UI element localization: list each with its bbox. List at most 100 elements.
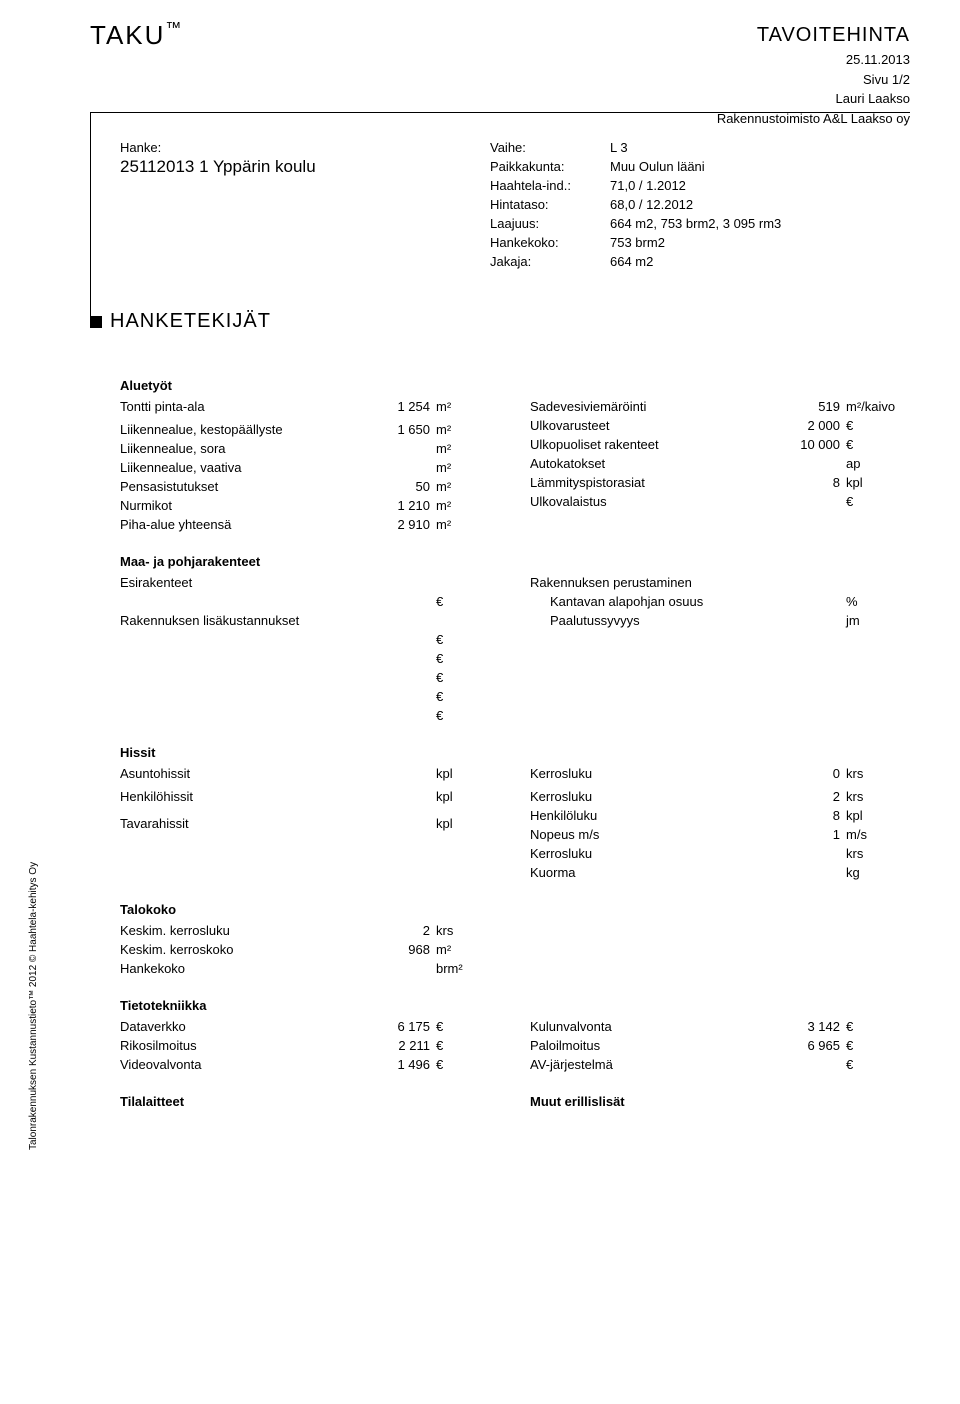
cell-unit: € [430,632,500,647]
cell-label: Rakennuksen lisäkustannukset [120,613,370,628]
cell-val: 1 254 [370,399,430,414]
param-v: 664 m2, 753 brm2, 3 095 rm3 [610,216,910,231]
cell-unit: kpl [430,816,500,831]
cell-val: 1 [780,827,840,842]
cell-label: Esirakenteet [120,575,370,590]
data-row: Rikosilmoitus2 211€ [120,1038,500,1053]
cell-val: 2 910 [370,517,430,532]
side-copyright: Talonrakennuksen Kustannustieto™ 2012 © … [28,862,39,1150]
footer-right-title: Muut erillislisät [530,1094,910,1109]
cell-val [370,670,430,685]
cell-unit: € [430,1057,500,1072]
cell-label: Piha-alue yhteensä [120,517,370,532]
cell-unit: kpl [840,808,910,823]
project-params: Vaihe:L 3 Paikkakunta:Muu Oulun lääni Ha… [490,140,910,273]
cell-label: Ulkovarusteet [530,418,780,433]
project-block: Hanke: 25112013 1 Yppärin koulu Vaihe:L … [120,140,910,273]
header-rule-h [90,112,910,113]
param-k: Paikkakunta: [490,159,610,174]
cell-unit: krs [840,789,910,804]
cell-label: Kulunvalvonta [530,1019,780,1034]
cell-unit: € [840,437,910,452]
cell-val [370,651,430,666]
euro-row: € [120,670,500,685]
param-row: Jakaja:664 m2 [490,254,910,269]
cell-unit: kpl [430,789,500,804]
cell-label: Liikennealue, vaativa [120,460,370,475]
cell-unit: € [430,651,500,666]
cell-unit: € [430,594,500,609]
group-maapohja: Esirakenteet € Rakennuksen lisäkustannuk… [120,575,910,727]
cell-unit: krs [840,766,910,781]
cell-label: Hankekoko [120,961,370,976]
param-row: Laajuus:664 m2, 753 brm2, 3 095 rm3 [490,216,910,231]
doc-title: TAVOITEHINTA [717,20,910,50]
cell-label: Ulkopuoliset rakenteet [530,437,780,452]
param-v: 664 m2 [610,254,910,269]
data-row: Rakennuksen lisäkustannukset [120,613,500,628]
cell-unit: jm [840,613,910,628]
data-row: Kulunvalvonta3 142€ [530,1019,910,1034]
cell-unit: € [840,1038,910,1053]
data-row: Hankekokobrm² [120,961,500,976]
cell-val: 2 [370,923,430,938]
cell-unit: m² [430,460,500,475]
cell-label: Ulkovalaistus [530,494,780,509]
section-heading: HANKETEKIJÄT [90,310,271,333]
cell-val: 8 [780,808,840,823]
cell-unit: m² [430,479,500,494]
cell-label: Kerrosluku [530,846,780,861]
data-row: Autokatoksetap [530,456,910,471]
cell-unit: € [430,689,500,704]
cell-val [370,594,430,609]
footer-row: Tilalaitteet Muut erillislisät [120,1094,910,1109]
cell-label: Pensasistutukset [120,479,370,494]
cell-val [370,689,430,704]
hissit-right: Kerrosluku0krs Kerrosluku2krs Henkilöluk… [530,766,910,884]
cell-label: Paalutussyvyys [530,613,780,628]
cell-val: 519 [780,399,840,414]
data-row: Liikennealue, vaativa m² [120,460,500,475]
cell-val: 6 175 [370,1019,430,1034]
tietotekniikka-right: Kulunvalvonta3 142€ Paloilmoitus6 965€ A… [530,1019,910,1076]
param-k: Hintataso: [490,197,610,212]
data-row: Liikennealue, soram² [120,441,500,456]
data-row: Pensasistutukset50m² [120,479,500,494]
cell-label: Liikennealue, kestopäällyste [120,422,370,437]
data-row: Kerroslukukrs [530,846,910,861]
euro-row: € [120,594,500,609]
cell-val: 10 000 [780,437,840,452]
data-row: Kerrosluku2krs [530,789,910,804]
group-aluetyot: Tontti pinta-ala1 254 m² Liikennealue, ke… [120,399,910,536]
cell-val: 2 211 [370,1038,430,1053]
group-tietotekniikka-title: Tietotekniikka [120,998,910,1013]
cell-label: Tontti pinta-ala [120,399,370,414]
data-row: Ulkopuoliset rakenteet10 000€ [530,437,910,452]
maapohja-left: Esirakenteet € Rakennuksen lisäkustannuk… [120,575,500,727]
cell-val: 1 650 [370,422,430,437]
param-k: Laajuus: [490,216,610,231]
cell-label: Kerrosluku [530,789,780,804]
cell-unit: kg [840,865,910,880]
euro-row: € [120,689,500,704]
cell-val: 6 965 [780,1038,840,1053]
cell-label: Videovalvonta [120,1057,370,1072]
param-k: Hankekoko: [490,235,610,250]
param-k: Jakaja: [490,254,610,269]
content: Aluetyöt Tontti pinta-ala1 254m² Liikenn… [120,360,910,1109]
cell-val: 1 496 [370,1057,430,1072]
cell-val [370,632,430,647]
data-row: Keskim. kerroskoko968m² [120,942,500,957]
cell-label: Sadevesiviemäröinti [530,399,780,414]
cell-unit: m²/kaivo [840,399,910,414]
param-k: Vaihe: [490,140,610,155]
cell-unit: € [840,494,910,509]
group-talokoko: Keskim. kerrosluku2krs Keskim. kerroskok… [120,923,910,980]
group-tietotekniikka: Dataverkko6 175€ Rikosilmoitus2 211€ Vid… [120,1019,910,1076]
cell-label: Paloilmoitus [530,1038,780,1053]
param-v: 68,0 / 12.2012 [610,197,910,212]
cell-label: Kuorma [530,865,780,880]
cell-unit: m² [430,942,500,957]
data-row: Nurmikot1 210m² [120,498,500,513]
group-hissit: Asuntohissitkpl Henkilöhissitkpl Tavarah… [120,766,910,884]
